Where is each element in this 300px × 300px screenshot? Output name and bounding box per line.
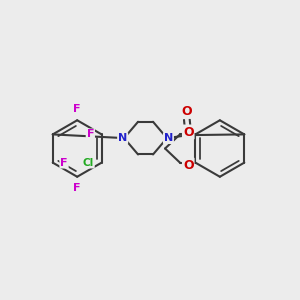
Text: N: N: [164, 133, 173, 143]
Text: O: O: [183, 158, 194, 172]
Text: O: O: [182, 105, 192, 118]
Text: F: F: [87, 129, 94, 140]
Text: F: F: [60, 158, 68, 168]
Text: Cl: Cl: [82, 158, 94, 168]
Text: N: N: [118, 133, 127, 143]
Text: O: O: [183, 125, 194, 139]
Text: F: F: [74, 104, 81, 114]
Text: F: F: [74, 183, 81, 193]
